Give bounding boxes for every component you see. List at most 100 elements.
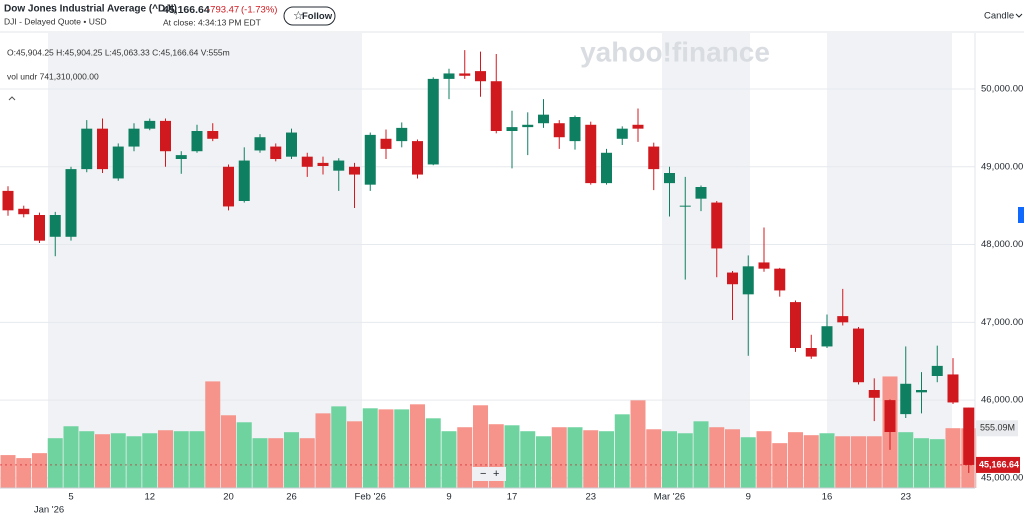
y-tick-label: 46,000.00 <box>981 395 1023 406</box>
volume-bar <box>756 431 772 488</box>
volume-bar <box>110 433 126 488</box>
volume-bar <box>142 433 158 488</box>
candle-body <box>144 120 156 129</box>
candle-body <box>506 127 518 131</box>
candle-body <box>837 316 849 323</box>
candle-body <box>679 205 691 207</box>
candle-body <box>695 187 707 199</box>
volume-bar <box>945 428 961 488</box>
volume-bar <box>236 422 252 488</box>
volume-bar <box>725 429 740 488</box>
volume-bar <box>583 430 599 488</box>
volume-bar <box>803 435 819 488</box>
x-tick-label: 5 <box>68 492 73 503</box>
candle-body <box>412 141 423 175</box>
candle-body <box>475 71 486 82</box>
candle-body <box>963 407 975 465</box>
candle-body <box>490 81 502 131</box>
candle-body <box>711 202 723 249</box>
candle-body <box>2 190 14 211</box>
candle-body <box>758 262 770 269</box>
candle-body <box>238 160 250 201</box>
candle-body <box>65 169 77 237</box>
y-tick-label: 47,000.00 <box>981 317 1023 328</box>
watermark: yahoo!finance <box>580 36 770 67</box>
volume-bar <box>268 438 284 488</box>
candle-body <box>868 390 880 398</box>
x-tick-label: 20 <box>223 492 234 503</box>
x-tick-label: 26 <box>286 492 297 503</box>
candle-body <box>97 128 108 170</box>
volume-bar <box>410 404 425 488</box>
volume-bar <box>221 415 236 488</box>
candle-body <box>805 348 817 357</box>
volume-bar <box>709 427 725 488</box>
candle-body <box>49 215 61 237</box>
follow-button[interactable] <box>283 6 336 26</box>
zoom-in[interactable]: + <box>493 468 499 480</box>
volume-bar <box>425 418 441 488</box>
candle-body <box>81 128 93 170</box>
candle-body <box>380 138 392 149</box>
candle-body <box>349 166 360 175</box>
candle-body <box>884 400 896 432</box>
x-tick-label: 17 <box>507 492 518 503</box>
candle-body <box>175 155 187 159</box>
candle-body <box>223 166 234 207</box>
volume-bar <box>772 443 788 488</box>
candle-body <box>727 272 738 285</box>
candle-body <box>648 146 660 170</box>
x-tick-label: Feb '26 <box>355 492 386 503</box>
collapse-icon[interactable] <box>8 96 16 101</box>
y-tick-label: 49,000.00 <box>981 161 1023 172</box>
volume-bar <box>47 438 63 488</box>
price: 45,166.64 <box>163 4 210 16</box>
volume-bar <box>95 434 110 488</box>
candle-body <box>821 326 833 347</box>
candle-body <box>333 160 345 171</box>
volume-bar <box>929 439 945 488</box>
chart-style[interactable]: Candle <box>984 11 1014 22</box>
candle-body <box>538 114 549 124</box>
volume-bar <box>378 409 394 488</box>
candle-body <box>632 124 644 129</box>
volume-bar <box>677 433 693 488</box>
volume-bar <box>457 427 473 488</box>
period-band <box>48 33 362 488</box>
candle-body <box>286 132 297 157</box>
candle-body <box>742 266 754 295</box>
volume-bar <box>362 408 378 488</box>
volume-bar <box>788 432 803 488</box>
volume-bar <box>851 436 866 488</box>
period-band <box>662 33 750 488</box>
volume-bar <box>599 431 614 488</box>
candle-body <box>569 117 581 142</box>
side-tab[interactable] <box>1018 207 1024 223</box>
x-tick-label: 16 <box>822 492 833 503</box>
volume-bar <box>835 436 851 488</box>
candle-body <box>616 128 628 139</box>
volume-bar <box>646 429 662 488</box>
volume-bar <box>614 414 630 488</box>
volume-bar <box>630 400 646 488</box>
candle-body <box>601 152 612 184</box>
follow-icon: ☆ <box>293 9 304 23</box>
candle-body <box>427 78 439 165</box>
candle-body <box>128 128 140 147</box>
volume-bar <box>315 413 331 488</box>
volume-bar <box>866 436 882 488</box>
candle-body <box>270 146 282 159</box>
candle-body <box>34 215 45 241</box>
volume-bar <box>551 427 567 488</box>
candle-body <box>459 73 471 76</box>
zoom-out[interactable]: − <box>480 468 486 480</box>
dropdown-caret[interactable] <box>1015 13 1023 18</box>
candle-body <box>112 146 124 179</box>
y-tick-label: 50,000.00 <box>981 84 1023 95</box>
volume-bar <box>32 453 47 488</box>
candle-body <box>160 120 171 152</box>
candle-body <box>364 134 376 185</box>
last-price-label: 45,166.64 <box>979 459 1019 469</box>
follow-label[interactable]: Follow <box>302 11 333 22</box>
candle-body <box>931 365 943 376</box>
